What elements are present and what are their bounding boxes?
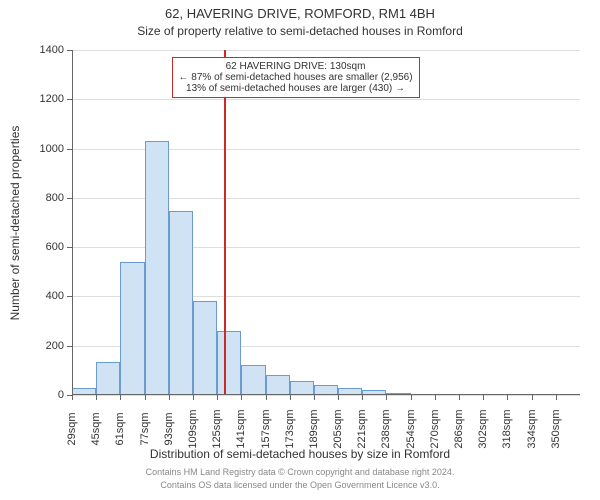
y-tick: [67, 346, 72, 347]
y-tick: [67, 99, 72, 100]
annotation-line-3: 13% of semi-detached houses are larger (…: [179, 83, 413, 94]
x-tick: [532, 395, 533, 400]
x-tick: [266, 395, 267, 400]
plot-area: 62 HAVERING DRIVE: 130sqm← 87% of semi-d…: [72, 50, 580, 395]
y-tick: [67, 247, 72, 248]
x-tick-label: 205sqm: [332, 409, 344, 448]
x-tick: [120, 395, 121, 400]
x-tick: [72, 395, 73, 400]
x-tick: [459, 395, 460, 400]
x-axis-label: Distribution of semi-detached houses by …: [0, 447, 600, 461]
chart-container: 62, HAVERING DRIVE, ROMFORD, RM1 4BH Siz…: [0, 0, 600, 500]
x-axis-line: [72, 394, 580, 395]
histogram-bar: [145, 141, 169, 395]
x-tick: [362, 395, 363, 400]
y-tick: [67, 149, 72, 150]
footnote-line-2: Contains OS data licensed under the Open…: [0, 480, 600, 490]
histogram-bar: [120, 262, 144, 395]
x-tick-label: 29sqm: [66, 412, 78, 445]
x-tick: [241, 395, 242, 400]
x-tick: [483, 395, 484, 400]
gridline: [72, 99, 580, 100]
reference-line: [224, 50, 226, 395]
y-tick: [67, 296, 72, 297]
x-tick: [386, 395, 387, 400]
x-tick-label: 270sqm: [429, 409, 441, 448]
x-tick: [411, 395, 412, 400]
x-tick-label: 61sqm: [114, 412, 126, 445]
histogram-bar: [169, 211, 193, 395]
y-tick-label: 1000: [0, 143, 64, 155]
x-tick-label: 318sqm: [501, 409, 513, 448]
x-tick-label: 109sqm: [187, 409, 199, 448]
title-text: 62, HAVERING DRIVE, ROMFORD, RM1 4BH: [165, 6, 435, 21]
y-tick-label: 200: [0, 340, 64, 352]
histogram-bar: [193, 301, 217, 395]
gridline: [72, 395, 580, 396]
x-tick: [96, 395, 97, 400]
x-tick-label: 221sqm: [356, 409, 368, 448]
x-tick: [556, 395, 557, 400]
y-tick: [67, 50, 72, 51]
gridline: [72, 50, 580, 51]
x-tick: [507, 395, 508, 400]
x-tick-label: 334sqm: [526, 409, 538, 448]
x-tick-label: 45sqm: [90, 412, 102, 445]
x-tick-label: 157sqm: [260, 409, 272, 448]
x-tick: [435, 395, 436, 400]
histogram-bar: [217, 331, 241, 395]
histogram-bar: [266, 375, 290, 395]
x-tick-label: 302sqm: [477, 409, 489, 448]
histogram-bar: [290, 381, 314, 395]
x-tick-label: 77sqm: [139, 412, 151, 445]
page-title: 62, HAVERING DRIVE, ROMFORD, RM1 4BH: [0, 6, 600, 21]
x-tick: [217, 395, 218, 400]
histogram-bar: [96, 362, 120, 395]
x-tick: [145, 395, 146, 400]
y-axis-line: [72, 50, 73, 395]
footnote-line-1: Contains HM Land Registry data © Crown c…: [0, 467, 600, 477]
x-tick-label: 238sqm: [380, 409, 392, 448]
x-tick-label: 254sqm: [405, 409, 417, 448]
y-tick-label: 0: [0, 389, 64, 401]
annotation-box: 62 HAVERING DRIVE: 130sqm← 87% of semi-d…: [172, 57, 420, 98]
annotation-line-1: 62 HAVERING DRIVE: 130sqm: [179, 61, 413, 72]
x-tick: [290, 395, 291, 400]
page-subtitle: Size of property relative to semi-detach…: [0, 24, 600, 38]
x-tick-label: 286sqm: [453, 409, 465, 448]
x-tick: [169, 395, 170, 400]
histogram-bar: [241, 365, 265, 395]
annotation-line-2: ← 87% of semi-detached houses are smalle…: [179, 72, 413, 83]
subtitle-text: Size of property relative to semi-detach…: [137, 24, 463, 38]
y-tick-label: 600: [0, 241, 64, 253]
x-tick: [193, 395, 194, 400]
y-tick-label: 1200: [0, 93, 64, 105]
y-tick: [67, 198, 72, 199]
x-tick-label: 125sqm: [211, 409, 223, 448]
x-tick: [314, 395, 315, 400]
x-tick-label: 93sqm: [163, 412, 175, 445]
y-tick-label: 800: [0, 192, 64, 204]
x-tick-label: 189sqm: [308, 409, 320, 448]
y-tick-label: 400: [0, 290, 64, 302]
y-tick-label: 1400: [0, 44, 64, 56]
x-tick-label: 350sqm: [550, 409, 562, 448]
x-tick-label: 173sqm: [284, 409, 296, 448]
x-tick: [338, 395, 339, 400]
x-tick-label: 141sqm: [235, 409, 247, 448]
